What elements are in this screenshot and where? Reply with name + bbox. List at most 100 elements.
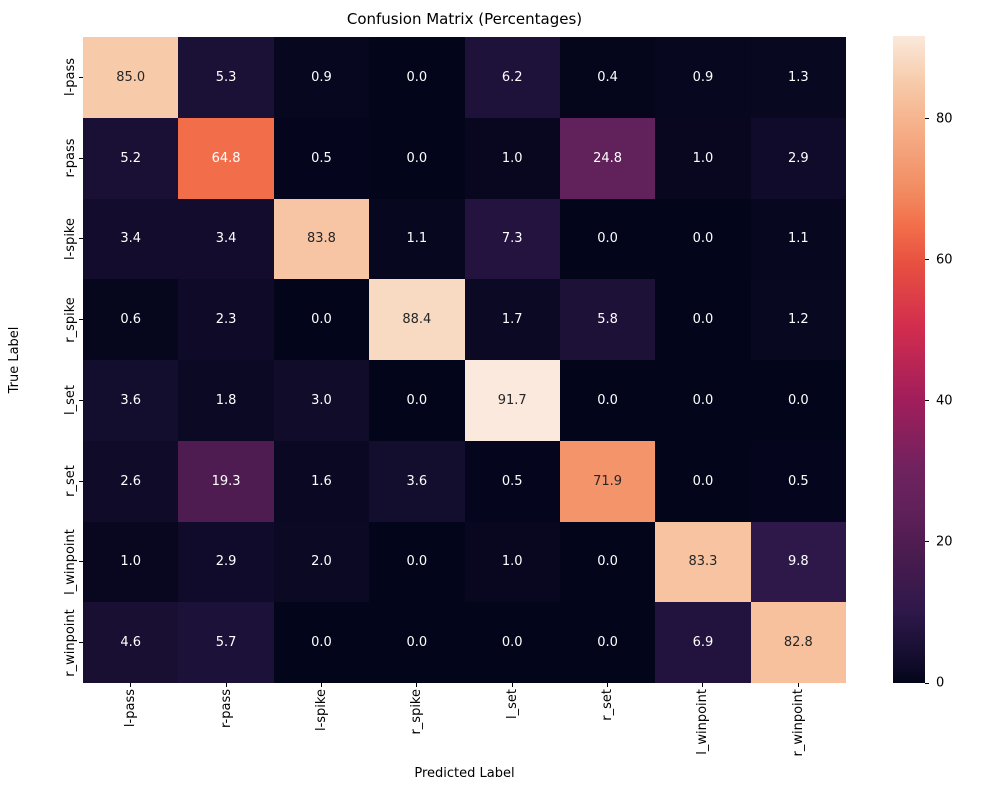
heatmap-cell: 2.3 (178, 279, 274, 360)
heatmap-cell: 0.0 (559, 602, 656, 683)
heatmap-cell: 1.8 (178, 360, 274, 441)
x-tick-label: l_set (504, 689, 520, 719)
heatmap-grid: 85.0 5.3 0.9 0.0 6.2 0.4 0.9 1.3 5.2 64.8 0.5 0.0 1.… (83, 37, 846, 683)
heatmap-cell: 1.0 (464, 521, 560, 603)
x-tick-label: l-pass (123, 689, 139, 728)
heatmap-cell: 0.0 (655, 198, 751, 280)
y-tick-mark (79, 480, 83, 482)
x-axis-title: Predicted Label (414, 766, 515, 781)
heatmap-cell: 0.9 (655, 37, 751, 118)
heatmap-cell: 1.0 (83, 521, 179, 603)
x-tick-mark (225, 683, 227, 687)
x-tick-mark (607, 683, 609, 687)
colorbar-tick-mark (925, 259, 929, 261)
heatmap-cell: 0.0 (369, 602, 465, 683)
y-tick-label: l_winpoint (63, 529, 78, 595)
heatmap-cell: 91.7 (464, 360, 560, 441)
heatmap-cell: 6.9 (655, 602, 751, 683)
heatmap-cell: 0.6 (83, 279, 179, 360)
heatmap-cell: 85.0 (83, 37, 179, 118)
x-tick-mark (702, 683, 704, 687)
y-tick-mark (79, 76, 83, 78)
heatmap-cell: 0.0 (559, 521, 656, 603)
x-tick-label: r-pass (218, 689, 234, 728)
heatmap-cell: 3.0 (273, 360, 370, 441)
heatmap-cell: 1.0 (464, 117, 560, 199)
heatmap-cell: 0.5 (464, 440, 560, 522)
heatmap-cell: 0.0 (369, 360, 465, 441)
heatmap-cell: 0.5 (273, 117, 370, 199)
heatmap-cell: 88.4 (369, 279, 465, 360)
colorbar-tick-label: 40 (936, 393, 953, 409)
y-axis-title: True Label (7, 326, 22, 394)
y-tick-label: r-pass (63, 138, 78, 178)
heatmap-cell: 5.2 (83, 117, 179, 199)
x-tick-mark (511, 683, 513, 687)
heatmap-cell: 0.0 (369, 37, 465, 118)
y-tick-mark (79, 642, 83, 644)
heatmap-cell: 0.9 (273, 37, 370, 118)
heatmap-cell: 1.0 (655, 117, 751, 199)
y-tick-label: l_set (63, 385, 78, 416)
y-tick-mark (79, 319, 83, 321)
heatmap-cell: 0.4 (559, 37, 656, 118)
heatmap-cell: 19.3 (178, 440, 274, 522)
colorbar-tick-mark (925, 682, 929, 684)
x-tick-label: r_winpoint (790, 689, 806, 757)
chart-title: Confusion Matrix (Percentages) (346, 10, 583, 28)
colorbar-tick-label: 60 (936, 252, 953, 268)
x-tick-label: r_set (600, 689, 616, 721)
heatmap-cell: 82.8 (750, 602, 846, 683)
heatmap-cell: 83.3 (655, 521, 751, 603)
heatmap-cell: 0.5 (750, 440, 846, 522)
y-tick-label: r_winpoint (63, 608, 78, 677)
colorbar-tick-mark (925, 118, 929, 120)
colorbar-tick-mark (925, 541, 929, 543)
heatmap-cell: 0.0 (273, 602, 370, 683)
heatmap-cell: 83.8 (273, 198, 370, 280)
colorbar (893, 36, 925, 683)
y-tick-mark (79, 238, 83, 240)
colorbar-tick-label: 20 (936, 534, 953, 550)
x-tick-mark (130, 683, 132, 687)
y-tick-mark (79, 157, 83, 159)
heatmap-cell: 0.0 (559, 360, 656, 441)
heatmap-cell: 0.0 (655, 440, 751, 522)
heatmap-cell: 0.0 (369, 117, 465, 199)
heatmap-cell: 2.9 (750, 117, 846, 199)
y-tick-label: r_set (63, 465, 78, 497)
heatmap-cell: 5.7 (178, 602, 274, 683)
heatmap-cell: 0.0 (655, 360, 751, 441)
heatmap-cell: 64.8 (178, 117, 274, 199)
heatmap-cell: 5.3 (178, 37, 274, 118)
x-tick-mark (320, 683, 322, 687)
heatmap-cell: 1.7 (464, 279, 560, 360)
heatmap-cell: 24.8 (559, 117, 656, 199)
heatmap-cell: 7.3 (464, 198, 560, 280)
heatmap-cell: 0.0 (750, 360, 846, 441)
x-tick-label: r_spike (409, 689, 425, 735)
heatmap-cell: 2.6 (83, 440, 179, 522)
heatmap-cell: 4.6 (83, 602, 179, 683)
x-tick-label: l-spike (313, 689, 329, 732)
colorbar-tick-label: 0 (936, 675, 945, 691)
heatmap-cell: 1.6 (273, 440, 370, 522)
y-tick-label: r_spike (63, 296, 78, 343)
heatmap-cell: 3.4 (83, 198, 179, 280)
heatmap-cell: 1.2 (750, 279, 846, 360)
heatmap-cell: 1.3 (750, 37, 846, 118)
heatmap-cell: 1.1 (369, 198, 465, 280)
y-tick-label: l-pass (63, 58, 78, 97)
colorbar-tick-mark (925, 400, 929, 402)
heatmap-cell: 71.9 (559, 440, 656, 522)
y-tick-mark (79, 399, 83, 401)
x-tick-mark (416, 683, 418, 687)
x-tick-label: l_winpoint (695, 689, 711, 755)
x-tick-mark (797, 683, 799, 687)
heatmap-cell: 0.0 (273, 279, 370, 360)
heatmap-cell: 9.8 (750, 521, 846, 603)
heatmap-cell: 6.2 (464, 37, 560, 118)
y-tick-mark (79, 561, 83, 563)
heatmap-cell: 0.0 (559, 198, 656, 280)
